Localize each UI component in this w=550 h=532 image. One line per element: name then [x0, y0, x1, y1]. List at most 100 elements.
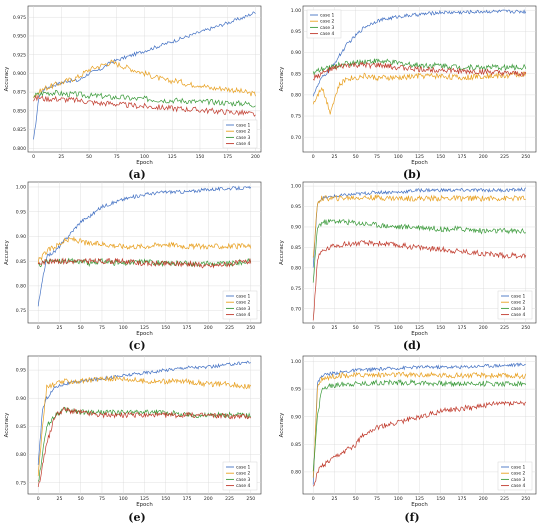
x-tick-label: 200 — [204, 325, 213, 331]
x-tick-label: 200 — [251, 154, 260, 160]
caption-c: (c) — [128, 339, 146, 352]
y-tick-label: 0.95 — [16, 209, 26, 215]
y-tick-label: 0.75 — [291, 286, 301, 292]
y-tick-label: 0.80 — [16, 452, 26, 458]
y-tick-label: 0.75 — [291, 114, 301, 120]
y-tick-label: 0.75 — [16, 308, 26, 314]
y-tick-label: 0.85 — [291, 442, 301, 448]
x-tick-label: 50 — [353, 154, 359, 160]
y-tick-label: 0.875 — [13, 90, 26, 96]
legend-label: case 3 — [236, 477, 250, 483]
legend-label: case 3 — [236, 306, 250, 312]
y-tick-label: 0.90 — [291, 50, 301, 56]
x-tick-label: 225 — [225, 325, 234, 331]
legend-label: case 4 — [320, 31, 334, 37]
x-tick-label: 125 — [168, 154, 177, 160]
caption-a: (a) — [128, 168, 146, 181]
x-tick-label: 25 — [332, 325, 338, 331]
y-tick-label: 0.95 — [291, 204, 301, 210]
y-tick-label: 0.950 — [13, 34, 26, 40]
series-line-case-4 — [312, 239, 527, 321]
y-tick-label: 0.85 — [16, 259, 26, 265]
x-tick-label: 100 — [119, 325, 128, 331]
panel-b: 0 25 50 75 100 125 150 175 200 225 250 0.70 0.75 0.80… — [275, 0, 550, 186]
panel-e: 0 25 50 75 100 125 150 175 200 225 250 0.75 0.80 0.85… — [0, 350, 275, 532]
y-tick-label: 0.85 — [291, 71, 301, 77]
x-tick-label: 50 — [353, 496, 359, 502]
panel-d: 0 25 50 75 100 125 150 175 200 225 250 0.70 0.75 0.80… — [275, 176, 550, 356]
y-tick-label: 0.80 — [16, 283, 26, 289]
x-axis-label: Epoch — [411, 160, 428, 166]
y-tick-label: 0.900 — [13, 71, 26, 77]
x-tick-label: 25 — [58, 154, 64, 160]
y-tick-label: 0.80 — [291, 470, 301, 476]
x-tick-label: 150 — [436, 154, 445, 160]
series-line-case-4 — [312, 400, 527, 487]
series-line-case-2 — [312, 371, 527, 478]
series-line-case-4 — [312, 61, 527, 81]
series-line-case-4 — [37, 257, 252, 269]
legend-label: case 2 — [511, 300, 525, 306]
legend-label: case 3 — [320, 25, 334, 31]
x-tick-label: 0 — [312, 154, 315, 160]
legend-label: case 1 — [236, 294, 250, 300]
x-tick-label: 150 — [196, 154, 205, 160]
x-tick-label: 225 — [225, 496, 234, 502]
x-tick-label: 200 — [479, 496, 488, 502]
legend-label: case 4 — [511, 312, 525, 318]
x-tick-label: 50 — [86, 154, 92, 160]
y-tick-label: 0.850 — [13, 108, 26, 114]
y-tick-label: 0.80 — [291, 92, 301, 98]
x-tick-label: 175 — [223, 154, 232, 160]
caption-d: (d) — [402, 339, 422, 352]
y-axis-label: Accuracy — [279, 239, 285, 264]
caption-e: (e) — [128, 511, 146, 524]
x-tick-label: 50 — [78, 325, 84, 331]
x-tick-label: 250 — [521, 325, 530, 331]
chart-f: 0 25 50 75 100 125 150 175 200 225 250 0.80 0.85 0.90… — [279, 355, 537, 508]
y-tick-label: 0.70 — [291, 306, 301, 312]
x-tick-label: 125 — [415, 325, 424, 331]
x-tick-label: 100 — [394, 325, 403, 331]
legend-label: case 2 — [236, 129, 250, 135]
x-tick-label: 225 — [500, 496, 509, 502]
x-tick-label: 0 — [37, 496, 40, 502]
legend-label: case 4 — [236, 312, 250, 318]
series-line-case-3 — [33, 89, 256, 108]
x-tick-label: 250 — [246, 325, 255, 331]
x-tick-label: 0 — [32, 154, 35, 160]
y-tick-label: 0.70 — [291, 135, 301, 141]
x-tick-label: 150 — [161, 496, 170, 502]
x-tick-label: 75 — [374, 496, 380, 502]
y-tick-label: 0.90 — [16, 234, 26, 240]
chart-b: 0 25 50 75 100 125 150 175 200 225 250 0.70 0.75 0.80… — [279, 5, 537, 166]
series-line-case-1 — [37, 360, 251, 465]
x-tick-label: 175 — [458, 496, 467, 502]
x-tick-label: 100 — [119, 496, 128, 502]
x-tick-label: 25 — [332, 496, 338, 502]
x-tick-label: 50 — [353, 325, 359, 331]
y-axis-label: Accuracy — [4, 66, 10, 91]
y-tick-label: 1.00 — [291, 359, 301, 365]
panel-a: 0 25 50 75 100 125 150 175 200 0.800 0.825 0.850 0.8… — [0, 0, 275, 186]
y-tick-label: 0.90 — [291, 225, 301, 231]
x-tick-label: 175 — [183, 496, 192, 502]
x-tick-label: 75 — [99, 325, 105, 331]
series-line-case-2 — [37, 236, 252, 264]
y-tick-label: 1.00 — [291, 8, 301, 14]
legend-label: case 2 — [236, 300, 250, 306]
series-line-case-1 — [312, 362, 526, 485]
x-tick-label: 25 — [332, 154, 338, 160]
series-line-case-2 — [37, 374, 252, 477]
y-tick-label: 0.95 — [291, 387, 301, 393]
x-tick-label: 100 — [394, 154, 403, 160]
x-tick-label: 175 — [458, 154, 467, 160]
chart-a: 0 25 50 75 100 125 150 175 200 0.800 0.825 0.850 0.8… — [4, 5, 262, 166]
x-tick-label: 75 — [99, 496, 105, 502]
chart-e: 0 25 50 75 100 125 150 175 200 225 250 0.75 0.80 0.85… — [4, 355, 262, 508]
panel-c: 0 25 50 75 100 125 150 175 200 225 250 0.75 0.80 0.85… — [0, 176, 275, 356]
